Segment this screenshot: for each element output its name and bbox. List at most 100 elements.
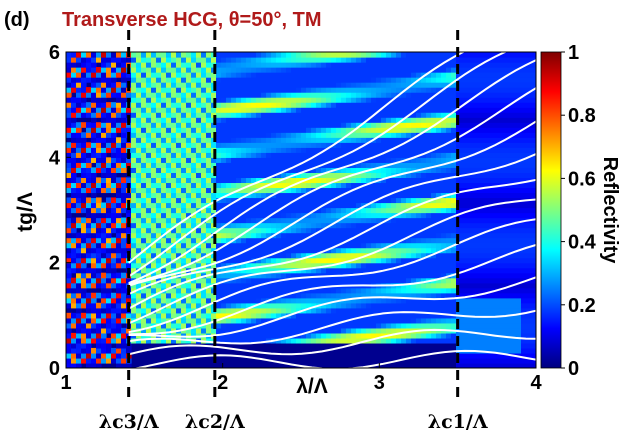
heatmap-cell [281,82,287,88]
heatmap-cell [116,67,122,73]
heatmap-cell [466,222,472,229]
heatmap-cell [441,62,447,68]
heatmap-cell [436,82,442,88]
heatmap-cell [461,162,467,168]
heatmap-cell [481,247,487,254]
heatmap-cell [401,72,407,78]
heatmap-cell [191,132,197,138]
heatmap-cell [366,157,372,163]
heatmap-cell [396,242,402,249]
heatmap-cell [246,122,252,128]
heatmap-cell [406,162,412,168]
heatmap-cell [76,97,82,103]
heatmap-cell [421,192,427,199]
heatmap-cell [476,67,482,73]
heatmap-cell [421,232,427,239]
heatmap-cell [461,52,467,58]
heatmap-cell [476,132,482,138]
heatmap-cell [171,337,177,344]
heatmap-cell [221,327,227,334]
heatmap-cell [436,132,442,138]
heatmap-cell [316,312,322,319]
heatmap-cell [106,242,112,249]
heatmap-cell [76,57,82,63]
heatmap-cell [121,122,127,128]
heatmap-cell [221,307,227,314]
heatmap-cell [191,142,197,148]
heatmap-cell [271,117,277,123]
heatmap-cell [471,302,477,309]
heatmap-cell [276,327,282,334]
heatmap-cell [91,97,97,103]
heatmap-cell [451,62,457,68]
heatmap-cell [151,297,157,304]
heatmap-cell [161,247,167,254]
heatmap-cell [191,247,197,254]
heatmap-cell [371,327,377,334]
heatmap-cell [231,242,237,249]
heatmap-cell [391,157,397,163]
heatmap-cell [86,282,92,289]
heatmap-cell [241,92,247,98]
heatmap-cell [421,282,427,289]
heatmap-cell [311,317,317,324]
heatmap-cell [421,117,427,123]
heatmap-cell [356,212,362,219]
heatmap-cell [241,117,247,123]
heatmap-cell [356,142,362,148]
heatmap-cell [91,352,97,359]
heatmap-cell [261,62,267,68]
heatmap-cell [411,57,417,63]
heatmap-cell [71,322,77,329]
heatmap-cell [351,242,357,249]
heatmap-cell [141,107,147,113]
heatmap-cell [416,137,422,143]
heatmap-cell [486,222,492,229]
heatmap-cell [391,62,397,68]
heatmap-cell [396,192,402,199]
heatmap-cell [406,152,412,158]
heatmap-cell [136,182,142,189]
heatmap-cell [466,217,472,224]
heatmap-cell [186,87,192,93]
heatmap-cell [156,182,162,189]
heatmap-cell [166,57,172,63]
heatmap-cell [186,322,192,329]
heatmap-cell [306,247,312,254]
heatmap-cell [271,307,277,314]
heatmap-cell [131,172,137,178]
heatmap-cell [136,247,142,254]
heatmap-cell [251,227,257,234]
heatmap-cell [261,327,267,334]
heatmap-cell [351,52,357,58]
heatmap-cell [206,282,212,289]
heatmap-cell [131,237,137,244]
heatmap-cell [401,92,407,98]
heatmap-cell [216,262,222,269]
heatmap-cell [116,127,122,133]
heatmap-cell [466,52,472,58]
heatmap-cell [451,317,457,324]
heatmap-cell [366,217,372,224]
heatmap-cell [146,97,152,103]
heatmap-cell [141,302,147,309]
heatmap-cell [301,262,307,269]
heatmap-cell [251,127,257,133]
heatmap-cell [211,242,217,249]
heatmap-cell [391,182,397,189]
heatmap-cell [271,137,277,143]
heatmap-cell [156,287,162,294]
heatmap-cell [111,217,117,224]
heatmap-cell [141,117,147,123]
heatmap-cell [106,267,112,274]
heatmap-cell [126,177,132,184]
heatmap-cell [236,162,242,168]
heatmap-cell [336,117,342,123]
heatmap-cell [71,257,77,264]
heatmap-cell [446,212,452,219]
heatmap-cell [361,82,367,88]
heatmap-cell [401,207,407,214]
heatmap-cell [491,317,497,324]
heatmap-cell [246,232,252,239]
heatmap-cell [236,322,242,329]
